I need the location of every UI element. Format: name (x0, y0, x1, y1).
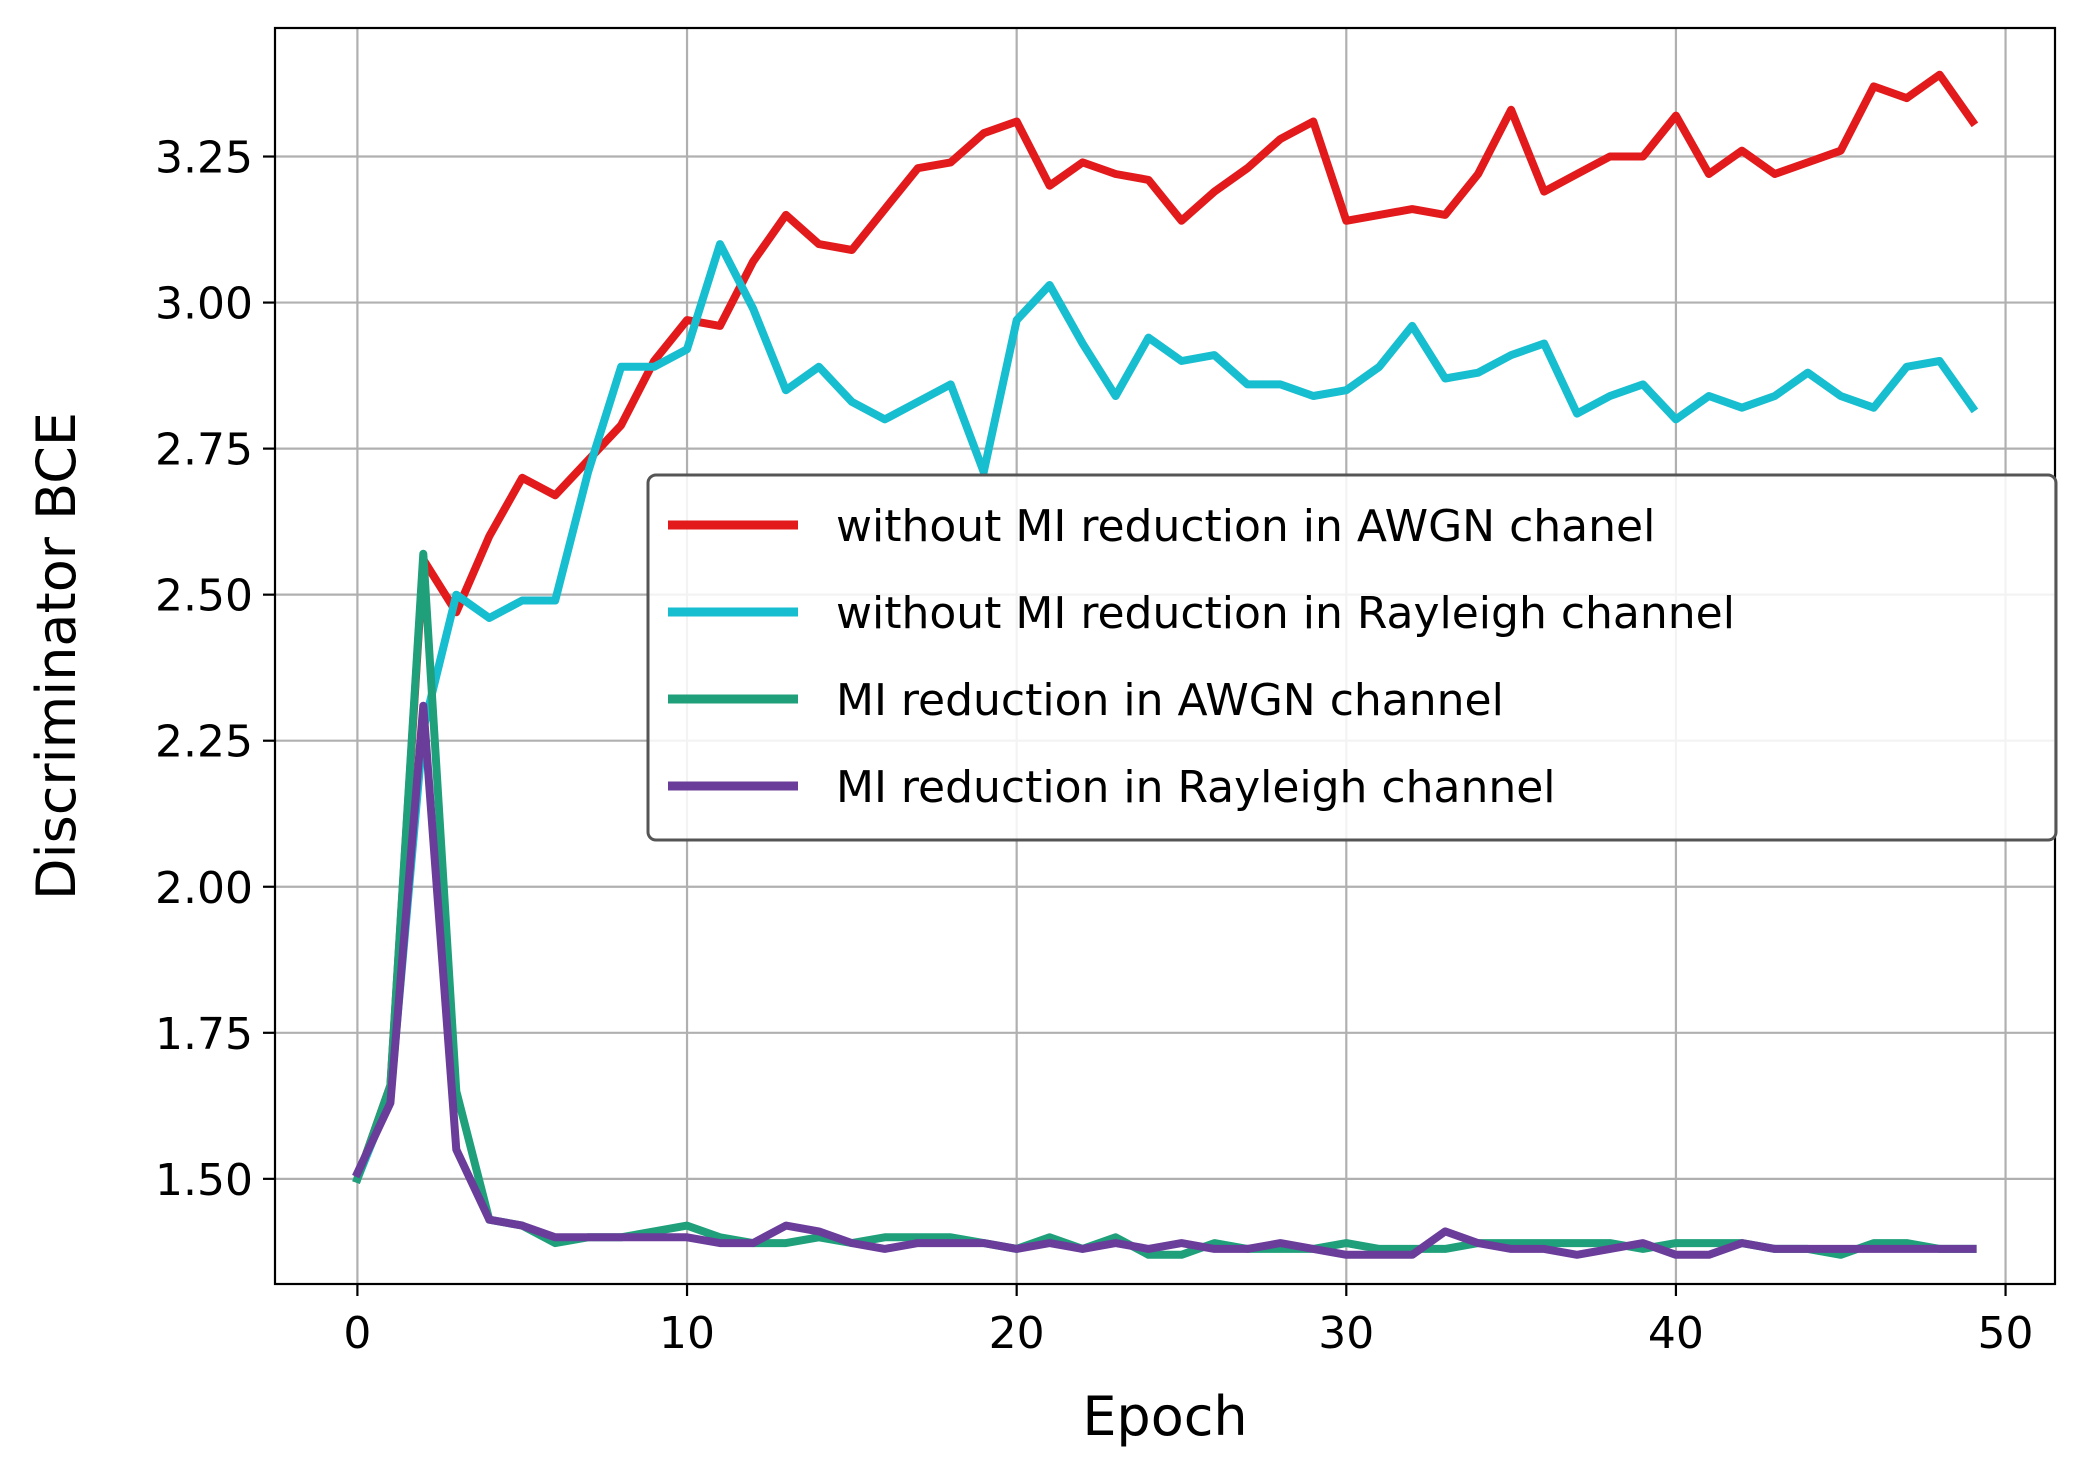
y-axis-label: Discriminator BCE (25, 412, 88, 900)
x-tick-label: 0 (343, 1308, 371, 1359)
y-tick-label: 2.50 (155, 571, 253, 622)
y-tick-label: 2.25 (155, 717, 253, 768)
legend-label: MI reduction in AWGN channel (836, 675, 1504, 726)
x-axis-label: Epoch (1082, 1385, 1247, 1448)
x-tick-label: 50 (1978, 1308, 2034, 1359)
x-tick-label: 20 (989, 1308, 1045, 1359)
legend: without MI reduction in AWGN chanel witho… (646, 473, 2058, 842)
y-tick-label: 3.25 (155, 133, 253, 184)
y-tick-label: 2.00 (155, 863, 253, 914)
x-tick-label: 30 (1318, 1308, 1374, 1359)
legend-label: without MI reduction in AWGN chanel (836, 501, 1655, 552)
series-line-4 (352, 701, 1977, 1259)
y-tick-label: 1.75 (155, 1009, 253, 1060)
legend-label: without MI reduction in Rayleigh channel (836, 588, 1735, 639)
y-tick-label: 3.00 (155, 279, 253, 330)
legend-box (646, 473, 2058, 842)
series-group (352, 70, 1979, 1259)
x-tick-label: 10 (659, 1308, 715, 1359)
axis-ticks: 0 10 20 30 40 50 1.50 1.75 2.00 2.25 2.50 2.75 3.00 3… (155, 133, 2034, 1359)
series-line-2 (352, 240, 1979, 1185)
y-tick-label: 1.50 (155, 1155, 253, 1206)
series-line-1 (352, 70, 1979, 1184)
legend-label: MI reduction in Rayleigh channel (836, 762, 1556, 813)
x-tick-label: 40 (1648, 1308, 1704, 1359)
y-tick-label: 2.75 (155, 425, 253, 476)
